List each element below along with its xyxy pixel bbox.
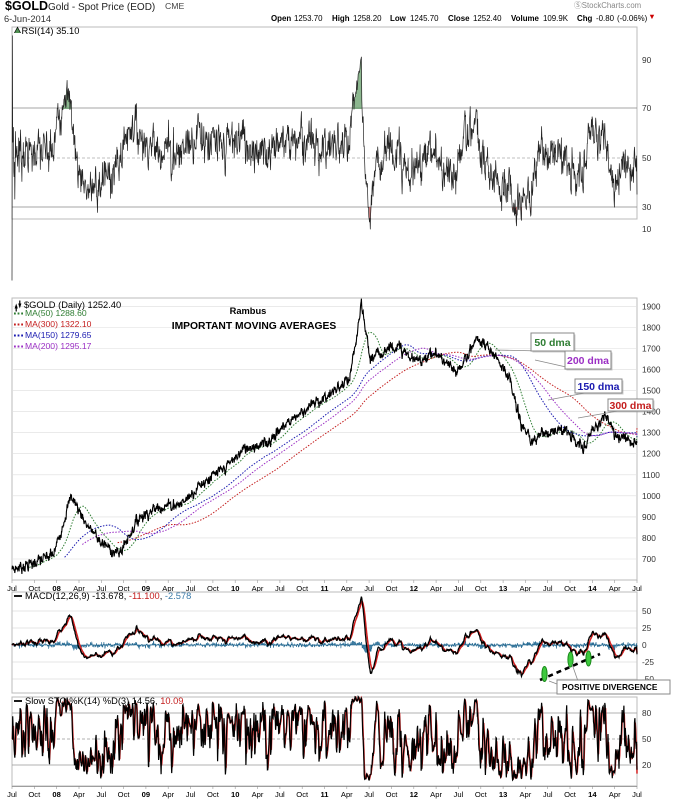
svg-text:IMPORTANT MOVING AVERAGES: IMPORTANT MOVING AVERAGES [172,321,337,332]
svg-text:Jul: Jul [96,790,106,799]
svg-text:50: 50 [642,606,652,616]
svg-text:0: 0 [642,640,647,650]
svg-text:1800: 1800 [642,323,661,333]
svg-text:70: 70 [642,103,652,113]
svg-text:150 dma: 150 dma [577,381,619,393]
svg-text:1700: 1700 [642,344,661,354]
svg-text:CME: CME [165,1,185,11]
svg-text:Oct: Oct [564,790,577,799]
svg-text:Oct: Oct [28,790,41,799]
svg-text:80: 80 [642,708,652,718]
svg-text:MA(150) 1279.65: MA(150) 1279.65 [25,330,92,340]
svg-text:Jul: Jul [275,790,285,799]
svg-text:1600: 1600 [642,365,661,375]
svg-text:50: 50 [642,153,652,163]
svg-text:POSITIVE DIVERGENCE: POSITIVE DIVERGENCE [562,682,658,692]
svg-text:Apr: Apr [252,790,264,799]
svg-text:1300: 1300 [642,428,661,438]
svg-text:300 dma: 300 dma [609,400,651,412]
svg-text:Low: Low [390,14,407,23]
svg-text:$GOLD: $GOLD [5,0,48,13]
svg-text:20: 20 [642,760,652,770]
svg-text:Oct: Oct [207,790,220,799]
svg-text:Chg: Chg [577,14,593,23]
svg-text:Rambus: Rambus [230,306,267,316]
svg-text:1245.70: 1245.70 [410,14,439,23]
svg-text:800: 800 [642,533,656,543]
svg-text:Jul: Jul [364,790,374,799]
svg-text:High: High [332,14,350,23]
svg-text:50: 50 [642,734,652,744]
svg-text:Gold - Spot Price (EOD): Gold - Spot Price (EOD) [48,2,155,13]
svg-text:Apr: Apr [519,790,531,799]
svg-text:08: 08 [52,790,60,799]
svg-text:Apr: Apr [73,790,85,799]
svg-text:MA(200) 1295.17: MA(200) 1295.17 [25,341,92,351]
svg-text:09: 09 [142,790,150,799]
svg-text:ⓈStockCharts.com: ⓈStockCharts.com [574,1,641,10]
svg-text:Apr: Apr [341,790,353,799]
svg-text:6-Jun-2014: 6-Jun-2014 [4,14,51,24]
svg-text:Jul: Jul [454,790,464,799]
svg-text:900: 900 [642,512,656,522]
svg-text:1100: 1100 [642,470,660,480]
svg-text:1000: 1000 [642,491,661,501]
svg-text:10: 10 [231,790,239,799]
svg-text:109.9K: 109.9K [543,14,569,23]
svg-text:Apr: Apr [162,790,174,799]
svg-text:(-0.06%): (-0.06%) [617,14,648,23]
svg-text:Apr: Apr [609,790,621,799]
svg-text:-0.80: -0.80 [596,14,615,23]
svg-text:12: 12 [410,790,418,799]
svg-text:25: 25 [642,623,652,633]
svg-text:RSI(14) 35.10: RSI(14) 35.10 [22,26,80,36]
svg-text:MA(300) 1322.10: MA(300) 1322.10 [25,319,92,329]
svg-text:MACD(12,26,9) -13.678, -11.100: MACD(12,26,9) -13.678, -11.100, -2.578 [25,591,191,601]
svg-text:MA(50) 1288.60: MA(50) 1288.60 [25,308,87,318]
svg-text:1900: 1900 [642,301,661,311]
svg-text:-25: -25 [642,657,654,667]
svg-text:1200: 1200 [642,449,661,459]
svg-text:1252.40: 1252.40 [473,14,502,23]
svg-text:Oct: Oct [386,790,399,799]
svg-text:10: 10 [642,224,652,234]
svg-text:Oct: Oct [475,790,488,799]
svg-text:▼: ▼ [648,12,655,21]
svg-text:90: 90 [642,55,652,65]
svg-text:200 dma: 200 dma [567,355,609,367]
svg-text:Jul: Jul [7,790,17,799]
svg-text:Apr: Apr [430,790,442,799]
svg-text:Oct: Oct [118,790,131,799]
svg-text:1253.70: 1253.70 [294,14,323,23]
svg-text:Jul: Jul [632,790,642,799]
svg-text:700: 700 [642,554,656,564]
svg-text:13: 13 [499,790,507,799]
svg-text:Slow STO %K(14) %D(3) 14.56, 1: Slow STO %K(14) %D(3) 14.56, 10.09 [25,696,183,706]
svg-text:30: 30 [642,202,652,212]
svg-text:Open: Open [271,14,291,23]
svg-text:50 dma: 50 dma [534,337,570,349]
svg-text:Volume: Volume [511,14,540,23]
svg-text:14: 14 [588,790,597,799]
svg-text:Jul: Jul [186,790,196,799]
svg-text:11: 11 [320,790,329,799]
svg-text:1258.20: 1258.20 [353,14,382,23]
svg-text:Jul: Jul [543,790,553,799]
svg-text:1500: 1500 [642,386,661,396]
svg-text:Close: Close [448,14,470,23]
svg-text:Oct: Oct [296,790,309,799]
